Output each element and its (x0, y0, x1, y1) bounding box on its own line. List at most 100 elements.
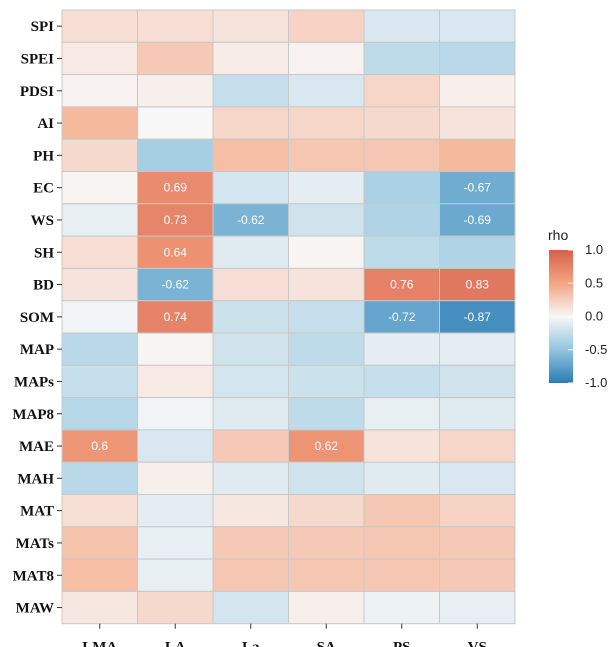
heatmap-cell-MAP-VS (439, 332, 516, 366)
row-label-PDSI: PDSI (20, 84, 54, 100)
heatmap-cell-EC-PS (363, 171, 440, 205)
heatmap-cell-PH-LA (137, 138, 214, 172)
heatmap-cell-SH-SA (288, 235, 365, 269)
row-label-SH: SH (34, 245, 54, 261)
cell-value-BD-LA: -0.62 (162, 278, 190, 292)
heatmap-cell-MAPs-La (212, 364, 289, 399)
heatmap-cell-MAH-LA (137, 461, 214, 496)
row-label-SPI: SPI (31, 19, 55, 35)
heatmap-cell-SPI-VS (439, 9, 516, 43)
heatmap-cell-MAH-LMA (61, 461, 138, 496)
heatmap-cell-MAPs-LMA (61, 364, 138, 399)
row-label-BD: BD (33, 278, 54, 294)
legend-tick-label: -1.0 (585, 375, 607, 390)
heatmap-cell-SPEI-SA (288, 41, 365, 76)
heatmap-cell-MATs-PS (363, 526, 440, 560)
heatmap-cell-SPEI-VS (439, 41, 516, 76)
heatmap-cell-MAP8-La (212, 397, 289, 431)
row-label-MAT: MAT (20, 504, 54, 520)
cell-value-SOM-PS: -0.72 (388, 310, 416, 324)
heatmap-cell-WS-PS (363, 203, 440, 237)
heatmap-cells (61, 9, 516, 625)
heatmap-cell-MATs-LA (137, 526, 214, 560)
heatmap-cell-SOM-SA (288, 300, 365, 334)
heatmap-cell-AI-SA (288, 106, 365, 140)
col-label-SA: SA (317, 640, 336, 647)
heatmap-cell-SOM-VS (439, 300, 516, 334)
heatmap-cell-MATs-LMA (61, 526, 138, 560)
heatmap-cell-MAH-La (212, 461, 289, 496)
heatmap-cell-MAP8-LA (137, 397, 214, 431)
heatmap-cell-SPEI-La (212, 41, 289, 76)
heatmap-cell-AI-VS (439, 106, 516, 140)
heatmap-cell-BD-LMA (61, 267, 138, 302)
heatmap-cell-BD-PS (363, 267, 440, 302)
cell-value-WS-LA: 0.73 (164, 213, 188, 227)
row-label-MAP8: MAP8 (12, 407, 54, 423)
heatmap-cell-MAPs-PS (363, 364, 440, 399)
col-label-PS: PS (393, 640, 411, 647)
heatmap-cell-WS-SA (288, 203, 365, 237)
heatmap-cell-MAE-PS (363, 429, 440, 463)
heatmap-cell-MAT-SA (288, 494, 365, 528)
row-labels: SPI SPEI PDSI AI PH EC WS SH BD SOM MAP MAPs MAP8 MAE… (12, 19, 62, 617)
heatmap-cell-MAE-VS (439, 429, 516, 463)
heatmap-cell-EC-SA (288, 171, 365, 205)
legend-tick-label: 0.0 (585, 309, 603, 324)
heatmap-cell-MAT8-La (212, 558, 289, 592)
heatmap-cell-PDSI-SA (288, 74, 365, 108)
legend-ticks: 1.0 0.5 0.0 -0.5 -1.0 (568, 242, 607, 390)
legend-tick-label: 0.5 (585, 275, 603, 290)
heatmap-cell-WS-LMA (61, 203, 138, 237)
col-label-VS: VS (468, 640, 487, 647)
heatmap-cell-MAP8-PS (363, 397, 440, 431)
heatmap-cell-PH-VS (439, 138, 516, 172)
heatmap-cell-SOM-La (212, 300, 289, 334)
row-label-MAP: MAP (20, 342, 54, 358)
heatmap-cell-MAPs-VS (439, 364, 516, 399)
heatmap-cell-MAT-LMA (61, 494, 138, 528)
heatmap-cell-SH-VS (439, 235, 516, 269)
cell-value-WS-La: -0.62 (237, 213, 265, 227)
heatmap-cell-PDSI-LMA (61, 74, 138, 108)
col-label-LMA: LMA (82, 640, 117, 647)
heatmap-cell-SH-LMA (61, 235, 138, 269)
cell-value-MAE-SA: 0.62 (315, 439, 339, 453)
heatmap-cell-AI-La (212, 106, 289, 140)
row-label-SOM: SOM (20, 310, 54, 326)
heatmap-cell-MAP-PS (363, 332, 440, 366)
heatmap-cell-MAW-LMA (61, 590, 138, 625)
heatmap-cell-SH-La (212, 235, 289, 269)
cell-value-EC-LA: 0.69 (164, 181, 188, 195)
heatmap-cell-MAP-SA (288, 332, 365, 366)
row-label-AI: AI (37, 116, 54, 132)
heatmap-cell-SPI-SA (288, 9, 365, 43)
heatmap-cell-MAH-VS (439, 461, 516, 496)
heatmap-cell-PDSI-La (212, 74, 289, 108)
heatmap-cell-SOM-LMA (61, 300, 138, 334)
heatmap-cell-SOM-LA (137, 300, 214, 334)
heatmap-cell-AI-PS (363, 106, 440, 140)
heatmap-cell-MAW-VS (439, 590, 516, 625)
row-label-MATs: MATs (16, 536, 55, 552)
heatmap-cell-MAE-SA (288, 429, 365, 463)
heatmap-cell-PH-SA (288, 138, 365, 172)
heatmap-cell-labels: 0.69 -0.67 0.73 -0.62 -0.69 0.64 -0.62 0.76 0.83… (91, 181, 491, 453)
heatmap-cell-AI-LMA (61, 106, 138, 140)
heatmap-cell-SPI-LMA (61, 9, 138, 43)
heatmap-cell-BD-La (212, 267, 289, 302)
row-label-EC: EC (33, 181, 54, 197)
heatmap-cell-PDSI-VS (439, 74, 516, 108)
heatmap-cell-SPEI-LMA (61, 41, 138, 76)
heatmap-cell-SPI-PS (363, 9, 440, 43)
heatmap-cell-MAE-LA (137, 429, 214, 463)
col-label-La: La (242, 640, 260, 647)
cell-value-EC-VS: -0.67 (464, 181, 492, 195)
heatmap-cell-MAT-LA (137, 494, 214, 528)
heatmap-cell-MAP-LA (137, 332, 214, 366)
row-label-PH: PH (33, 148, 54, 164)
heatmap-cell-SPEI-PS (363, 41, 440, 76)
heatmap-cell-EC-La (212, 171, 289, 205)
cell-value-SH-LA: 0.64 (164, 245, 188, 259)
